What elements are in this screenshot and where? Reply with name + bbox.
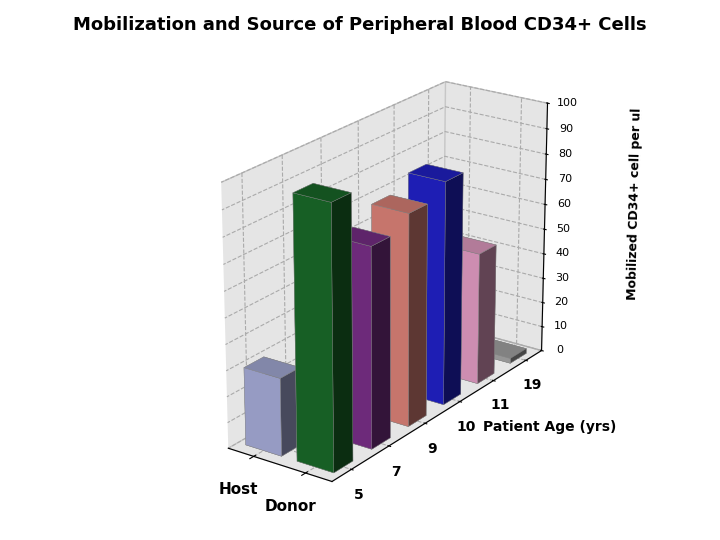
Text: Mobilization and Source of Peripheral Blood CD34+ Cells: Mobilization and Source of Peripheral Bl…	[73, 16, 647, 34]
